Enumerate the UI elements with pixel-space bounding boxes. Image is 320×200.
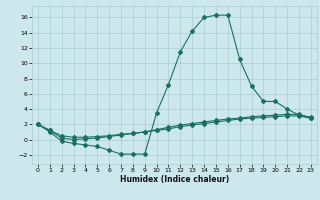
X-axis label: Humidex (Indice chaleur): Humidex (Indice chaleur)	[120, 175, 229, 184]
